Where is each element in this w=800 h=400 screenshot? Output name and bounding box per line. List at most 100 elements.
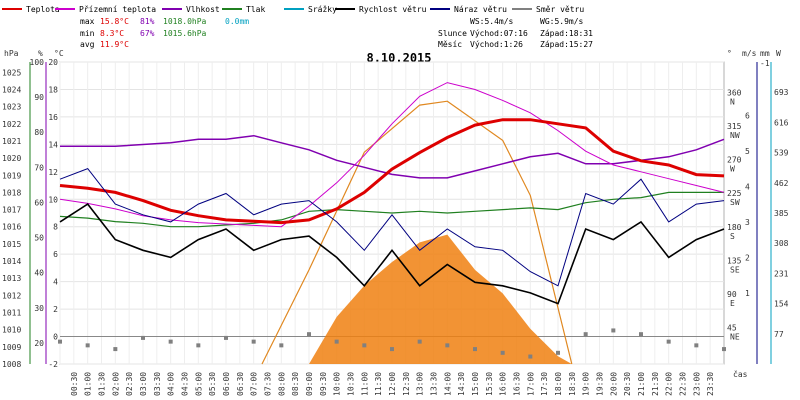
stat-max-press: 1018.0hPa <box>163 17 207 26</box>
x-tick: 23:30 <box>706 372 715 396</box>
w-tick: 308 <box>774 239 789 248</box>
hpa-tick: 1015 <box>2 240 21 249</box>
wind-dir-point <box>473 347 477 352</box>
pct-tick: 30 <box>34 304 44 313</box>
x-tick: 09:30 <box>319 372 328 396</box>
celsius-unit: °C <box>54 49 64 58</box>
x-tick: 05:00 <box>194 372 203 396</box>
wind-dir-point <box>666 339 671 344</box>
x-tick: 03:30 <box>153 372 162 396</box>
wind-dir-point <box>611 328 616 333</box>
x-tick: 12:30 <box>402 372 411 396</box>
wind-dir-point <box>445 343 450 348</box>
hpa-tick: 1017 <box>2 206 21 215</box>
wind-dir-point <box>307 332 311 337</box>
pct-tick: 90 <box>34 93 44 102</box>
hpa-tick: 1025 <box>2 68 21 77</box>
deg-dir: N <box>730 98 735 107</box>
w-tick: 616 <box>774 118 789 127</box>
x-tick: 23:00 <box>692 372 701 396</box>
sun-label: Slunce <box>438 29 467 38</box>
humidity-line <box>60 134 725 179</box>
x-tick: 17:30 <box>540 372 549 396</box>
pct-tick: 20 <box>34 339 44 348</box>
ms-unit: m/s <box>742 49 757 58</box>
w-unit: W <box>776 49 781 58</box>
wind-dir-point <box>196 343 201 348</box>
hpa-tick: 1024 <box>2 85 21 94</box>
wind-dir-point <box>279 343 284 348</box>
x-tick: 04:30 <box>181 372 190 396</box>
wind-speed-line <box>59 203 725 305</box>
w-tick: 154 <box>774 300 789 309</box>
stat-min-label: min <box>80 29 95 38</box>
pct-tick: 100 <box>30 58 45 67</box>
stat-min-temp: 8.3°C <box>100 29 124 38</box>
deg-tick: 90 <box>727 290 737 299</box>
legend-label-5: Rychlost větru <box>359 5 427 14</box>
celsius-tick: 0 <box>53 333 58 342</box>
wind-dir-point <box>224 335 228 340</box>
x-tick: 13:00 <box>416 372 425 396</box>
x-tick: 10:00 <box>333 372 342 396</box>
celsius-tick: 2 <box>53 305 58 314</box>
moon-set: Západ:15:27 <box>540 40 593 49</box>
w-tick: 693 <box>774 88 789 97</box>
wind-dir-point <box>722 347 726 352</box>
wind-dir-point <box>390 347 394 352</box>
x-tick: 20:00 <box>609 372 618 396</box>
axes: 1008100910101011101210131014101510161017… <box>2 49 789 369</box>
hpa-tick: 1023 <box>2 103 21 112</box>
hpa-tick: 1018 <box>2 188 21 197</box>
ms-tick: 1 <box>745 289 750 298</box>
stat-max-hum: 81% <box>140 17 155 26</box>
x-tick: 07:30 <box>264 372 273 396</box>
wind-dir-point <box>251 339 256 344</box>
hpa-unit: hPa <box>4 49 19 58</box>
x-tick: 12:00 <box>388 372 397 396</box>
celsius-tick: 14 <box>48 140 58 149</box>
hpa-tick: 1020 <box>2 154 21 163</box>
wind-dir-point <box>141 335 145 340</box>
wind-wg: WG:5.9m/s <box>540 17 584 26</box>
legend-label-4: Srážky <box>308 5 337 14</box>
stats-block: max 15.8°C 81% 1018.0hPa 0.0mm min 8.3°C… <box>80 17 593 49</box>
solar-area <box>309 234 572 364</box>
wind-dir-point <box>58 339 62 344</box>
x-tick: 19:00 <box>582 372 591 396</box>
wind-dir-point <box>362 343 367 348</box>
deg-dir: NE <box>730 332 740 341</box>
x-tick: 03:00 <box>139 372 148 396</box>
w-tick: 462 <box>774 179 789 188</box>
x-tick: 01:30 <box>98 372 107 396</box>
x-tick: 22:00 <box>665 372 674 396</box>
x-tick: 15:30 <box>485 372 494 396</box>
deg-tick: 315 <box>727 122 742 131</box>
deg-tick: 360 <box>727 89 742 98</box>
hpa-tick: 1010 <box>2 326 21 335</box>
legend-label-7: Směr větru <box>536 5 584 14</box>
x-tick: 16:30 <box>513 372 522 396</box>
wind-dir-point <box>85 343 90 348</box>
wind-dir-point <box>528 354 533 359</box>
legend: Teplota Přízemní teplota Vlhkost Tlak Srážky… <box>2 5 584 14</box>
hpa-tick: 1014 <box>2 257 21 266</box>
x-tick: 09:00 <box>305 372 314 396</box>
x-axis: 00:30 01:00 01:30 02:00 02:30 03:00 03:30 04:00… <box>70 372 715 396</box>
x-tick: 00:30 <box>70 372 79 396</box>
pct-tick: 60 <box>34 198 44 207</box>
x-tick: 06:30 <box>236 372 245 396</box>
x-tick: 07:00 <box>250 372 259 396</box>
wind-dir-point <box>639 332 643 337</box>
legend-label-3: Tlak <box>246 5 265 14</box>
deg-tick: 135 <box>727 256 742 265</box>
deg-dir: SW <box>730 198 740 207</box>
series-layer <box>58 82 726 365</box>
x-tick: 14:00 <box>443 372 452 396</box>
mm-unit: mm <box>760 49 770 58</box>
deg-tick: 180 <box>727 223 742 232</box>
stat-max-label: max <box>80 17 95 26</box>
celsius-tick: 16 <box>48 113 58 122</box>
ms-tick: 6 <box>745 111 750 120</box>
x-tick: 16:00 <box>499 372 508 396</box>
